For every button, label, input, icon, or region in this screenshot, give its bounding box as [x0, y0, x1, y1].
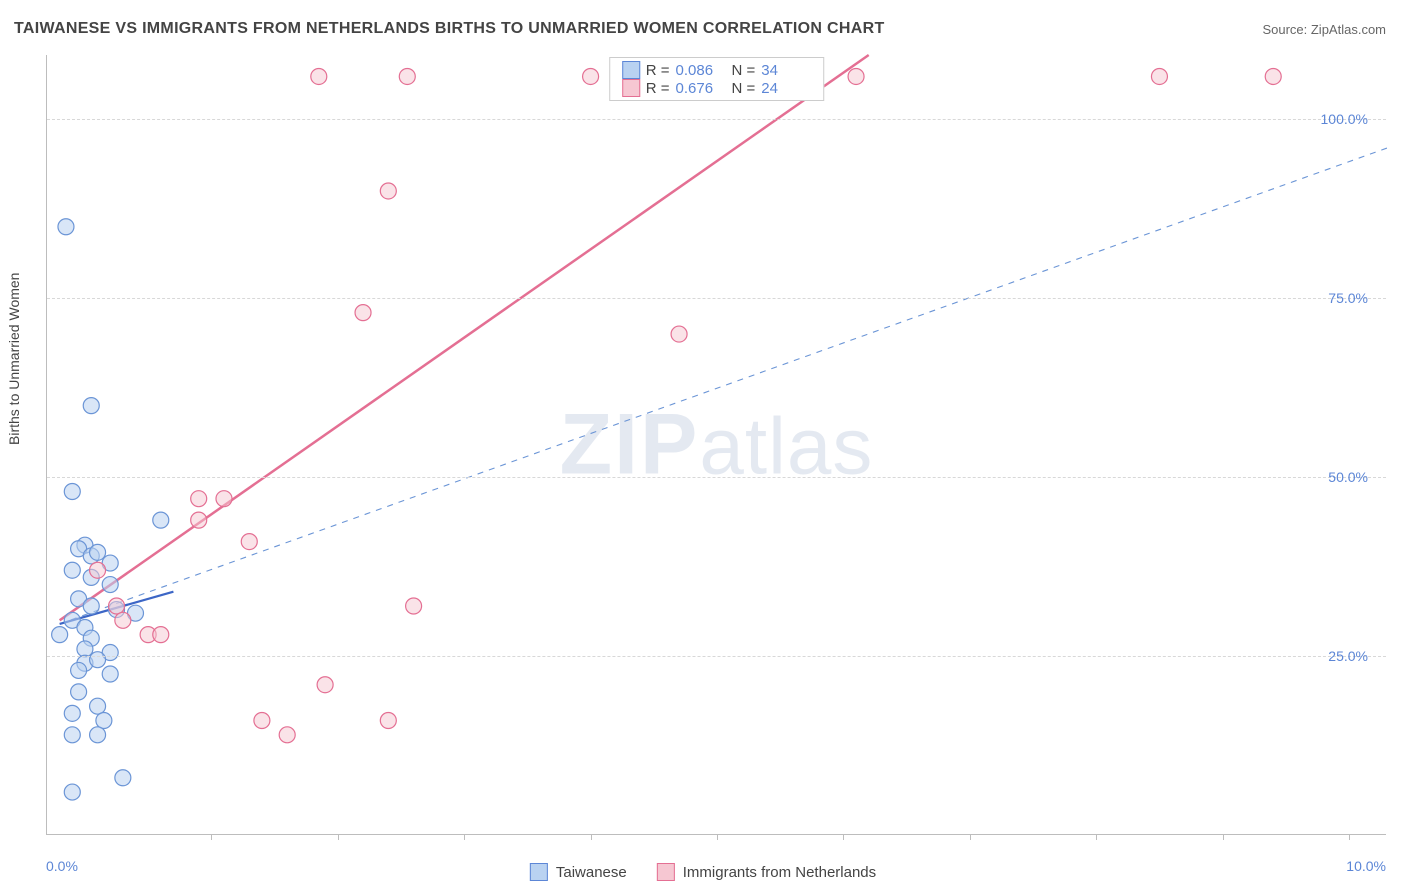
data-point [90, 562, 106, 578]
series-legend: Taiwanese Immigrants from Netherlands [530, 863, 876, 881]
legend-item-taiwanese: Taiwanese [530, 863, 627, 881]
r-label: R = [646, 80, 670, 97]
x-min-label: 0.0% [46, 858, 78, 874]
data-point [399, 68, 415, 84]
data-point [102, 577, 118, 593]
data-point [90, 727, 106, 743]
data-point [311, 68, 327, 84]
data-point [52, 627, 68, 643]
x-max-label: 10.0% [1346, 858, 1386, 874]
gridline-h [47, 656, 1386, 657]
data-point [64, 784, 80, 800]
swatch-taiwanese [530, 863, 548, 881]
y-tick-label: 75.0% [1328, 290, 1368, 306]
n-value-1: 34 [761, 62, 811, 79]
data-point [380, 183, 396, 199]
x-tick [464, 834, 465, 840]
n-label: N = [732, 80, 756, 97]
data-point [115, 770, 131, 786]
data-point [109, 598, 125, 614]
legend-row-series-1: R = 0.086 N = 34 [622, 61, 812, 79]
swatch-taiwanese [622, 61, 640, 79]
data-point [317, 677, 333, 693]
swatch-netherlands [622, 79, 640, 97]
y-tick-label: 50.0% [1328, 469, 1368, 485]
x-tick [843, 834, 844, 840]
data-point [241, 534, 257, 550]
r-value-2: 0.676 [676, 80, 726, 97]
data-point [153, 627, 169, 643]
data-point [1265, 68, 1281, 84]
data-point [583, 68, 599, 84]
data-point [71, 662, 87, 678]
n-value-2: 24 [761, 80, 811, 97]
r-value-1: 0.086 [676, 62, 726, 79]
legend-row-series-2: R = 0.676 N = 24 [622, 79, 812, 97]
trend-line [60, 55, 869, 620]
data-point [355, 305, 371, 321]
data-point [406, 598, 422, 614]
gridline-h [47, 298, 1386, 299]
data-point [380, 713, 396, 729]
legend-item-netherlands: Immigrants from Netherlands [657, 863, 876, 881]
data-point [279, 727, 295, 743]
data-point [1151, 68, 1167, 84]
data-point [77, 641, 93, 657]
data-point [102, 666, 118, 682]
plot-svg [47, 55, 1386, 834]
chart-title: TAIWANESE VS IMMIGRANTS FROM NETHERLANDS… [14, 20, 885, 38]
y-tick-label: 100.0% [1321, 111, 1368, 127]
data-point [58, 219, 74, 235]
r-label: R = [646, 62, 670, 79]
x-tick [338, 834, 339, 840]
chart-container: TAIWANESE VS IMMIGRANTS FROM NETHERLANDS… [0, 0, 1406, 892]
x-tick [591, 834, 592, 840]
y-axis-label: Births to Unmarried Women [6, 273, 22, 445]
y-tick-label: 25.0% [1328, 648, 1368, 664]
x-tick [211, 834, 212, 840]
data-point [96, 713, 112, 729]
plot-area: ZIPatlas R = 0.086 N = 34 R = 0.676 N = … [46, 55, 1386, 835]
data-point [254, 713, 270, 729]
data-point [191, 512, 207, 528]
x-tick [1096, 834, 1097, 840]
x-tick [1223, 834, 1224, 840]
correlation-legend: R = 0.086 N = 34 R = 0.676 N = 24 [609, 57, 825, 101]
data-point [71, 684, 87, 700]
x-tick [970, 834, 971, 840]
data-point [64, 562, 80, 578]
gridline-h [47, 119, 1386, 120]
data-point [191, 491, 207, 507]
data-point [83, 598, 99, 614]
x-tick [717, 834, 718, 840]
data-point [90, 544, 106, 560]
data-point [216, 491, 232, 507]
data-point [153, 512, 169, 528]
data-point [90, 652, 106, 668]
data-point [848, 68, 864, 84]
data-point [90, 698, 106, 714]
legend-label-netherlands: Immigrants from Netherlands [683, 864, 876, 881]
gridline-h [47, 477, 1386, 478]
data-point [64, 484, 80, 500]
x-tick [1349, 834, 1350, 840]
trend-line-extrapolated [60, 148, 1387, 624]
legend-label-taiwanese: Taiwanese [556, 864, 627, 881]
data-point [671, 326, 687, 342]
data-point [83, 398, 99, 414]
swatch-netherlands [657, 863, 675, 881]
data-point [115, 612, 131, 628]
data-point [64, 727, 80, 743]
n-label: N = [732, 62, 756, 79]
source-attribution: Source: ZipAtlas.com [1262, 22, 1386, 37]
data-point [64, 705, 80, 721]
